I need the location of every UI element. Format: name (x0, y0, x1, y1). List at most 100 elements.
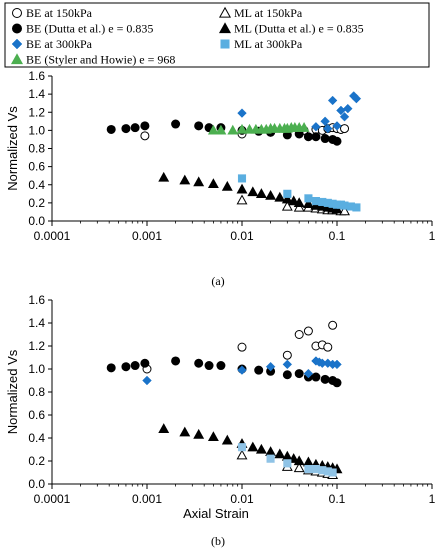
legend-label-beStyler: BE (Styler and Howie) e = 968 (26, 53, 175, 67)
point-ml300 (304, 194, 313, 203)
point-beDutta (216, 361, 226, 371)
point-mlDutta (207, 178, 219, 189)
point-be300 (311, 121, 321, 132)
point-mlDutta (247, 186, 259, 197)
y-tick-label: 1.6 (28, 293, 45, 307)
series-mlDutta (158, 171, 343, 214)
point-beStyler (244, 123, 255, 134)
point-ml300 (304, 465, 313, 474)
y-tick-label: 0.4 (28, 178, 45, 192)
point-beStyler (207, 124, 219, 135)
point-mlDutta (265, 446, 277, 456)
point-mlDutta (247, 441, 259, 452)
point-ml150 (236, 194, 248, 205)
point-mlDutta (281, 193, 293, 204)
legend-marker-be150 (12, 8, 22, 18)
legend-item-be300: BE at 300kPa (11, 37, 93, 51)
point-mlDutta (207, 431, 219, 442)
legend-label-be300: BE at 300kPa (26, 37, 93, 51)
point-beDutta (121, 362, 131, 372)
point-mlDutta (288, 195, 300, 206)
x-tick-label: 0.01 (230, 492, 254, 506)
legend-marker-ml150 (218, 6, 232, 18)
point-mlDutta (331, 203, 343, 214)
point-beDutta (320, 134, 330, 144)
point-be150 (140, 131, 150, 141)
point-mlDutta (274, 191, 286, 202)
point-be300 (339, 112, 350, 122)
legend-label-ml300: ML at 300kPa (234, 37, 303, 51)
legend-box (4, 2, 430, 68)
y-tick-label: 0.8 (28, 142, 45, 156)
point-ml150 (339, 205, 350, 216)
y-tick-label: 0.6 (28, 408, 45, 422)
point-beDutta (254, 365, 264, 375)
point-be300 (332, 359, 342, 370)
y-tick-label: 1.0 (28, 123, 45, 137)
point-beDutta (332, 136, 342, 146)
point-mlDutta (255, 188, 267, 198)
caption-a: (a) (211, 274, 224, 288)
point-be150 (237, 342, 247, 352)
x-tick-label: 0.01 (230, 229, 254, 243)
point-beDutta (140, 121, 150, 131)
legend-label-ml150: ML at 150kPa (234, 6, 303, 20)
point-beDutta (130, 361, 140, 371)
y-tick-label: 1.4 (28, 316, 45, 330)
point-mlDutta (193, 428, 205, 439)
point-mlDutta (158, 423, 170, 433)
x-tick-label: 0.001 (132, 229, 162, 243)
point-ml150 (293, 462, 305, 473)
point-beDutta (332, 378, 342, 388)
caption-b: (b) (211, 534, 225, 548)
point-beDutta (106, 124, 116, 134)
point-mlDutta (310, 199, 322, 210)
point-mlDutta (265, 189, 277, 200)
point-beDutta (204, 361, 214, 371)
point-ml300 (352, 203, 361, 212)
y-tick-label: 0.6 (28, 160, 45, 174)
legend-label-be150: BE at 150kPa (26, 6, 93, 20)
point-be300 (320, 116, 330, 127)
point-beStyler (215, 124, 227, 135)
point-ml300 (237, 174, 247, 183)
series-ml300 (237, 443, 337, 477)
point-ml150 (281, 200, 293, 211)
point-be300 (332, 121, 342, 131)
point-beDutta (294, 369, 304, 379)
point-beDutta (311, 372, 321, 382)
y-tick-label: 0.4 (28, 431, 45, 445)
legend-item-beDutta: BE (Dutta et al.) e = 0.835 (12, 22, 153, 36)
point-be300 (142, 375, 152, 386)
point-be300 (282, 359, 293, 370)
y-tick-label: 1.6 (28, 69, 45, 83)
y-tick-label: 0.0 (28, 214, 45, 228)
y-axis-label: Normalized Vs (5, 106, 20, 191)
point-mlDutta (274, 448, 286, 459)
legend-marker-beDutta (12, 23, 22, 34)
x-tick-label: 0.1 (329, 229, 346, 243)
point-mlDutta (302, 198, 314, 208)
point-be300 (351, 93, 362, 104)
y-tick-label: 1.4 (28, 87, 45, 101)
point-be150 (303, 326, 313, 336)
point-beDutta (121, 124, 131, 134)
y-tick-label: 0.2 (28, 196, 45, 210)
y-tick-label: 0.0 (28, 477, 45, 491)
point-mlDutta (293, 455, 305, 466)
legend-item-be150: BE at 150kPa (12, 6, 93, 20)
legend-item-ml300: ML at 300kPa (220, 37, 303, 51)
x-tick-label: 0.1 (329, 492, 346, 506)
point-ml300 (237, 443, 247, 452)
point-be150 (328, 320, 338, 330)
point-mlDutta (179, 174, 191, 185)
legend-marker-be300 (11, 38, 23, 50)
point-mlDutta (193, 176, 205, 187)
point-mlDutta (179, 426, 191, 437)
point-beDutta (320, 374, 330, 384)
point-mlDutta (288, 453, 300, 463)
x-axis-label: Axial Strain (183, 506, 249, 521)
legend-item-beStyler: BE (Styler and Howie) e = 968 (10, 53, 175, 67)
point-mlDutta (236, 183, 248, 194)
